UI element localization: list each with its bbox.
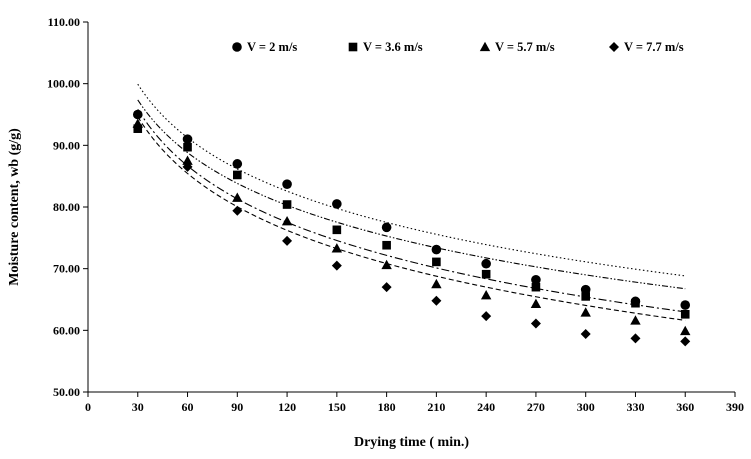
- data-point-series-2: [382, 240, 391, 250]
- x-tick-label: 390: [726, 400, 744, 414]
- data-point-series-3: [580, 307, 591, 317]
- trend-line-series-4: [137, 116, 686, 321]
- y-tick-label: 110.00: [48, 15, 80, 29]
- x-tick-label: 0: [85, 400, 91, 414]
- x-tick-label: 240: [477, 400, 495, 414]
- legend-marker-1: [232, 42, 242, 52]
- data-point-series-2: [631, 298, 640, 308]
- x-tick-label: 330: [626, 400, 644, 414]
- data-point-series-4: [530, 318, 541, 329]
- data-point-series-2: [581, 292, 590, 301]
- data-point-series-1: [381, 222, 392, 233]
- x-tick-label: 180: [378, 400, 396, 414]
- legend-marker-4: [609, 42, 619, 52]
- data-point-series-3: [680, 325, 691, 336]
- x-tick-label: 90: [231, 400, 243, 414]
- data-point-series-3: [331, 243, 343, 253]
- y-tick-label: 70.00: [53, 262, 80, 276]
- trend-line-series-1: [137, 83, 686, 277]
- data-point-series-3: [281, 215, 293, 226]
- data-point-series-2: [282, 200, 292, 209]
- legend-marker-3: [479, 41, 491, 52]
- data-point-series-1: [580, 284, 591, 295]
- trend-line-series-3: [137, 109, 686, 313]
- x-tick-label: 60: [182, 400, 194, 414]
- data-point-series-1: [232, 159, 243, 169]
- data-point-series-1: [680, 300, 691, 310]
- legend-label-1: V = 2 m/s: [247, 40, 297, 54]
- y-axis-title: Moisture content, wb (g/g): [7, 128, 22, 286]
- data-point-series-3: [182, 155, 193, 165]
- data-point-series-4: [481, 311, 492, 322]
- data-point-series-1: [531, 274, 541, 285]
- data-point-series-4: [182, 161, 193, 172]
- y-tick-label: 60.00: [53, 323, 80, 337]
- data-point-series-2: [680, 310, 690, 319]
- y-tick-label: 100.00: [47, 77, 80, 91]
- data-point-series-1: [182, 134, 193, 144]
- legend-label-4: V = 7.7 m/s: [624, 40, 684, 54]
- axes-layer: 0 30 60 90 120 150 180 210 240 270 300 330 360 390 50.…: [47, 15, 744, 414]
- data-point-series-1: [431, 244, 442, 255]
- data-point-series-3: [480, 289, 492, 300]
- data-point-series-4: [630, 333, 641, 344]
- trend-line-series-2: [137, 99, 686, 290]
- data-point-series-4: [331, 260, 342, 271]
- data-point-series-4: [680, 336, 691, 347]
- legend-label-3: V = 5.7 m/s: [495, 40, 555, 54]
- trend-lines: [137, 83, 686, 321]
- data-point-series-2: [233, 170, 242, 180]
- data-point-series-2: [183, 142, 192, 152]
- x-axis-title: Drying time ( min.): [354, 435, 469, 450]
- data-point-series-4: [132, 121, 143, 132]
- x-tick-label: 360: [676, 400, 694, 414]
- data-point-series-3: [530, 298, 542, 308]
- data-point-series-3: [431, 278, 442, 289]
- x-tick-label: 270: [527, 400, 545, 414]
- data-point-series-1: [282, 179, 292, 189]
- data-markers: [132, 109, 691, 347]
- data-point-series-2: [332, 225, 342, 235]
- legend-marker-2: [348, 42, 358, 52]
- y-tick-label: 80.00: [53, 200, 80, 214]
- x-tick-label: 30: [132, 400, 144, 414]
- data-point-series-1: [481, 258, 491, 269]
- data-point-series-3: [630, 315, 641, 325]
- data-point-series-1: [132, 109, 143, 120]
- data-point-series-4: [282, 235, 293, 246]
- y-tick-label: 90.00: [53, 138, 80, 152]
- data-point-series-1: [332, 199, 342, 209]
- data-point-series-4: [381, 282, 392, 293]
- data-point-series-2: [432, 257, 441, 267]
- x-tick-label: 120: [278, 400, 296, 414]
- x-tick-label: 300: [577, 400, 595, 414]
- data-point-series-3: [232, 192, 243, 202]
- data-point-series-4: [232, 205, 243, 216]
- legend: V = 2 m/s V = 3.6 m/s V = 5.7 m/s V = 7.7 m…: [232, 40, 684, 54]
- data-point-series-2: [481, 269, 491, 279]
- data-point-series-4: [580, 329, 591, 340]
- legend-label-2: V = 3.6 m/s: [363, 40, 423, 54]
- data-point-series-4: [431, 295, 442, 306]
- y-tick-label: 50.00: [53, 385, 80, 399]
- data-point-series-3: [381, 259, 392, 270]
- x-tick-label: 150: [328, 400, 346, 414]
- x-tick-label: 210: [427, 400, 445, 414]
- data-point-series-2: [531, 282, 541, 292]
